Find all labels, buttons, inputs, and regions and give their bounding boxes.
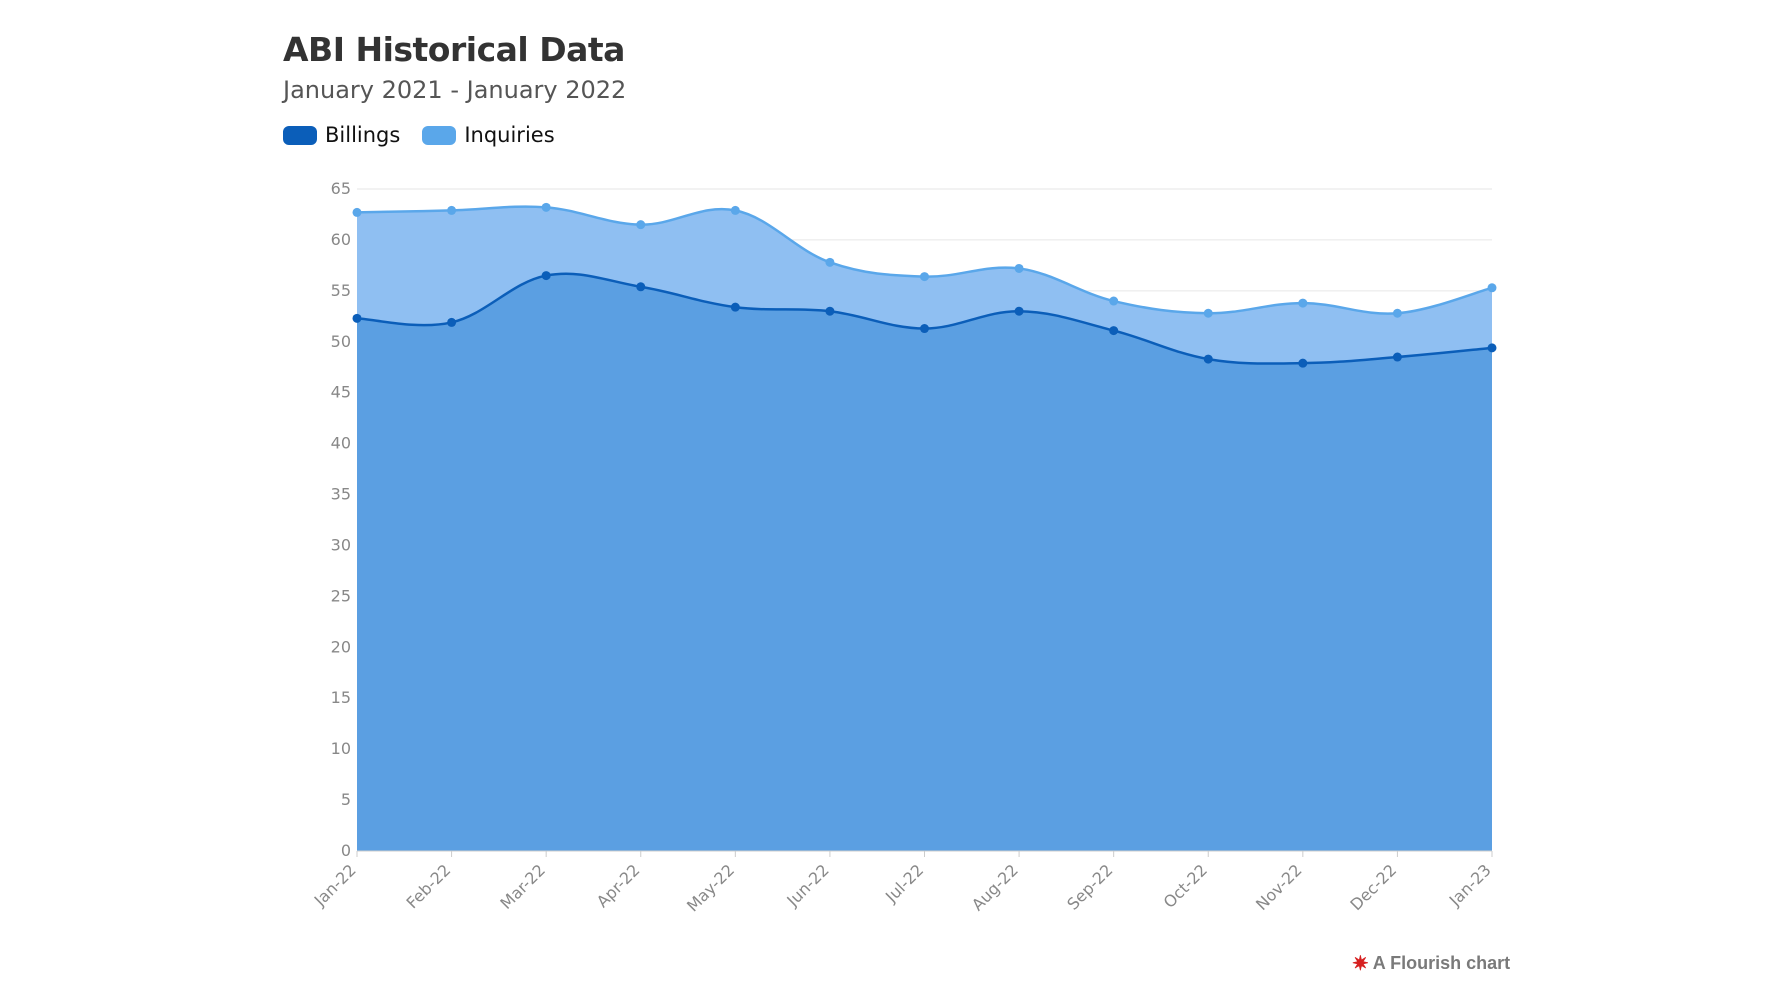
y-tick-label: 0	[341, 841, 351, 860]
point-inquiries[interactable]	[352, 207, 362, 217]
y-tick-label: 5	[341, 790, 351, 809]
y-tick-label: 10	[331, 739, 351, 758]
legend-swatch-inquiries	[422, 125, 457, 145]
x-tick-label: Oct-22	[1160, 860, 1211, 911]
y-tick-label: 55	[331, 281, 351, 300]
point-billings[interactable]	[1203, 354, 1213, 364]
x-tick-label: May-22	[683, 860, 738, 915]
legend-swatch-billings	[283, 125, 317, 145]
point-inquiries[interactable]	[1298, 298, 1308, 308]
chart-title: ABI Historical Data	[283, 30, 625, 69]
x-tick-label: Aug-22	[968, 860, 1022, 914]
y-tick-label: 20	[331, 637, 351, 656]
y-tick-label: 50	[331, 332, 351, 351]
x-tick-label: Jun-22	[782, 860, 832, 910]
area-billings	[357, 273, 1492, 851]
y-tick-label: 60	[331, 230, 351, 249]
point-billings[interactable]	[1392, 352, 1402, 362]
flourish-logo-icon: ✷	[1352, 952, 1369, 975]
point-inquiries[interactable]	[1487, 283, 1497, 293]
credit-text: A Flourish chart	[1372, 953, 1511, 973]
legend: Billings Inquiries	[283, 123, 577, 147]
point-billings[interactable]	[1487, 343, 1497, 353]
chart-subtitle: January 2021 - January 2022	[283, 76, 627, 104]
area-layer	[357, 206, 1492, 852]
y-tick-label: 15	[331, 688, 351, 707]
point-inquiries[interactable]	[825, 257, 835, 267]
x-tick-label: Jan-22	[310, 860, 360, 910]
point-inquiries[interactable]	[920, 272, 929, 282]
point-billings[interactable]	[636, 282, 646, 292]
point-billings[interactable]	[1014, 306, 1024, 316]
x-tick-label: Feb-22	[402, 860, 454, 912]
x-tick-label: Apr-22	[593, 860, 644, 911]
x-tick-label: Mar-22	[496, 860, 549, 913]
flourish-credit[interactable]: ✷ A Flourish chart	[1352, 953, 1510, 974]
y-tick-label: 40	[331, 434, 351, 453]
point-inquiries[interactable]	[636, 220, 646, 230]
x-tick-label: Sep-22	[1063, 860, 1116, 913]
legend-item-inquiries[interactable]: Inquiries	[422, 123, 555, 147]
point-inquiries[interactable]	[730, 205, 740, 215]
legend-label-inquiries: Inquiries	[464, 123, 555, 147]
point-billings[interactable]	[825, 306, 835, 316]
point-layer	[352, 202, 1497, 368]
x-tick-label: Dec-22	[1346, 860, 1400, 914]
point-billings[interactable]	[1298, 358, 1308, 368]
x-tick-label: Nov-22	[1252, 860, 1306, 914]
point-billings[interactable]	[447, 317, 457, 327]
legend-item-billings[interactable]: Billings	[283, 123, 400, 147]
y-tick-label: 30	[331, 535, 351, 554]
y-axis: 0 5 10 15 20 25 30 35 40 45 50 55 60 65	[331, 179, 351, 860]
point-inquiries[interactable]	[447, 205, 457, 215]
x-tick-label: Jul-22	[881, 860, 927, 906]
point-inquiries[interactable]	[1392, 308, 1402, 318]
point-inquiries[interactable]	[1109, 296, 1119, 306]
x-axis: Jan-22 Feb-22 Mar-22 Apr-22 May-22 Jun-22 Jul-…	[310, 850, 1495, 916]
point-billings[interactable]	[730, 302, 740, 312]
y-tick-label: 65	[331, 179, 351, 198]
point-billings[interactable]	[541, 271, 551, 281]
point-billings[interactable]	[1109, 326, 1119, 336]
y-tick-label: 35	[331, 485, 351, 504]
legend-label-billings: Billings	[325, 123, 401, 147]
y-tick-label: 25	[331, 586, 351, 605]
x-tick-label: Jan-23	[1445, 860, 1495, 910]
y-tick-label: 45	[331, 383, 351, 402]
point-inquiries[interactable]	[541, 202, 551, 212]
point-billings[interactable]	[920, 324, 929, 334]
point-inquiries[interactable]	[1203, 308, 1213, 318]
point-billings[interactable]	[352, 313, 362, 323]
point-inquiries[interactable]	[1014, 263, 1024, 273]
